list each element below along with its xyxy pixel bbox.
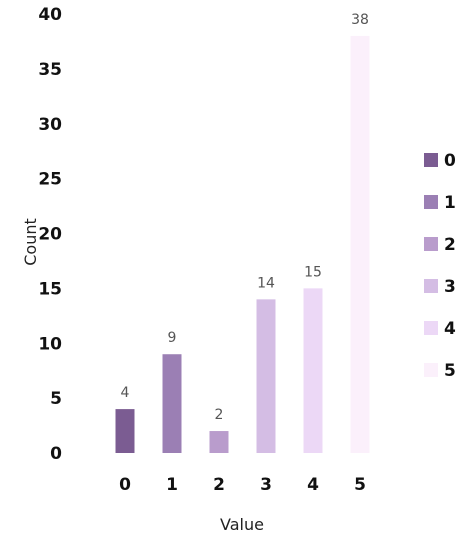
data-label: 38 — [351, 12, 369, 28]
y-tick-label: 0 — [50, 444, 62, 464]
legend-swatch — [424, 237, 438, 251]
y-tick-label: 20 — [38, 225, 62, 245]
data-label: 2 — [215, 407, 224, 423]
legend-label: 1 — [444, 193, 456, 213]
legend-label: 2 — [444, 235, 456, 255]
legend-label: 3 — [444, 277, 456, 297]
data-label: 15 — [304, 264, 322, 280]
legend-swatch — [424, 363, 438, 377]
y-axis-ticks: 0 5 10 15 20 25 30 35 40 — [38, 5, 62, 464]
y-tick-label: 35 — [38, 60, 62, 80]
data-label: 4 — [121, 385, 130, 401]
y-tick-label: 5 — [50, 389, 62, 409]
bars-group — [115, 35, 370, 453]
legend-swatch — [424, 279, 438, 293]
bar — [350, 35, 370, 453]
bar — [162, 354, 182, 453]
data-label: 14 — [257, 275, 275, 291]
legend-swatch — [424, 153, 438, 167]
x-axis-ticks: 0 1 2 3 4 5 — [119, 475, 366, 495]
x-tick-label: 5 — [354, 475, 366, 495]
bar — [303, 288, 323, 453]
legend: 0 1 2 3 4 5 — [424, 151, 456, 381]
data-label: 9 — [168, 330, 177, 346]
data-labels-group: 4 9 2 14 15 38 — [121, 12, 369, 423]
x-axis-label: Value — [220, 515, 264, 534]
y-tick-label: 25 — [38, 170, 62, 190]
x-tick-label: 4 — [307, 475, 319, 495]
legend-label: 5 — [444, 361, 456, 381]
x-tick-label: 0 — [119, 475, 131, 495]
x-tick-label: 1 — [166, 475, 178, 495]
y-tick-label: 15 — [38, 279, 62, 299]
legend-swatch — [424, 321, 438, 335]
x-tick-label: 2 — [213, 475, 225, 495]
bar — [209, 431, 229, 453]
legend-label: 0 — [444, 151, 456, 171]
x-tick-label: 3 — [260, 475, 272, 495]
legend-swatch — [424, 195, 438, 209]
y-tick-label: 10 — [38, 334, 62, 354]
y-axis-label: Count — [21, 218, 40, 266]
y-tick-label: 40 — [38, 5, 62, 25]
legend-label: 4 — [444, 319, 456, 339]
bar — [256, 299, 276, 453]
bar — [115, 409, 135, 453]
y-tick-label: 30 — [38, 115, 62, 135]
